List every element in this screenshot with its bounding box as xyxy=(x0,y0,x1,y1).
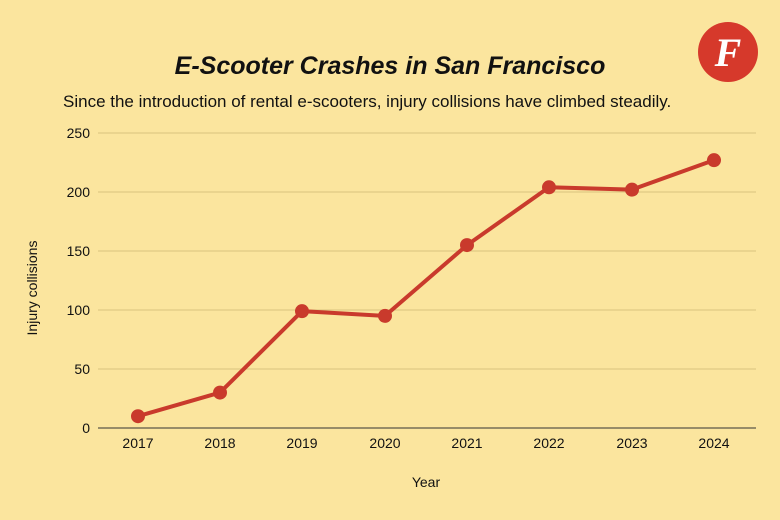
x-tick-label: 2022 xyxy=(533,435,564,451)
logo-letter: F xyxy=(714,30,742,75)
data-point xyxy=(213,385,227,400)
y-axis-ticks: 0 50 100 150 200 250 xyxy=(67,125,91,436)
y-tick-label: 150 xyxy=(67,243,91,259)
publication-logo: F xyxy=(698,22,758,82)
y-tick-label: 200 xyxy=(67,184,91,200)
y-tick-label: 250 xyxy=(67,125,91,141)
series-line xyxy=(136,158,716,419)
x-tick-label: 2023 xyxy=(616,435,647,451)
data-point xyxy=(378,308,392,323)
data-point xyxy=(625,182,639,197)
data-point xyxy=(542,180,556,195)
x-tick-label: 2017 xyxy=(122,435,153,451)
chart-title: E-Scooter Crashes in San Francisco xyxy=(174,52,606,80)
x-tick-label: 2018 xyxy=(204,435,235,451)
x-axis-label: Year xyxy=(412,474,441,490)
gridlines xyxy=(98,132,756,429)
data-point xyxy=(131,409,145,424)
logo-circle xyxy=(698,22,758,82)
data-point xyxy=(460,238,474,253)
x-tick-label: 2024 xyxy=(698,435,729,451)
series-group xyxy=(131,153,721,424)
y-tick-label: 100 xyxy=(67,302,91,318)
data-point xyxy=(707,153,721,168)
chart-subtitle: Since the introduction of rental e-scoot… xyxy=(63,92,672,111)
y-tick-label: 50 xyxy=(74,361,90,377)
x-tick-label: 2021 xyxy=(451,435,482,451)
y-tick-label: 0 xyxy=(82,420,90,436)
x-axis-ticks: 2017 2018 2019 2020 2021 2022 2023 2024 xyxy=(122,435,729,451)
x-tick-label: 2019 xyxy=(286,435,317,451)
data-point xyxy=(295,304,309,319)
y-axis-label: Injury collisions xyxy=(24,241,40,336)
x-tick-label: 2020 xyxy=(369,435,400,451)
